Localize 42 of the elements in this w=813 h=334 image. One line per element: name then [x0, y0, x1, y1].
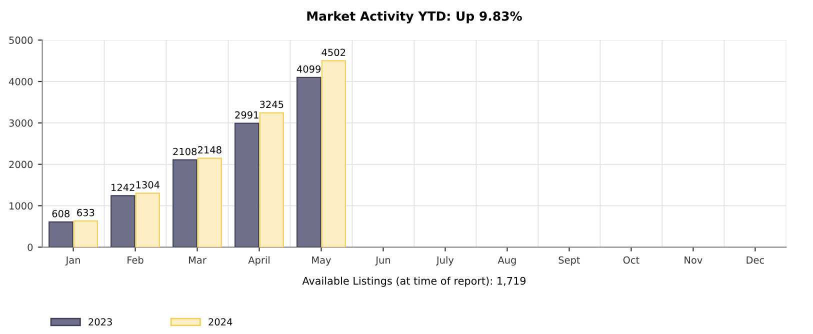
data-label: 2991 [235, 111, 258, 119]
bar [172, 159, 198, 248]
legend-label: 2024 [208, 318, 232, 326]
data-label: 608 [52, 210, 70, 218]
bar [296, 76, 322, 248]
chart-title: Market Activity YTD: Up 9.83% [307, 11, 522, 24]
x-axis-title: Available Listings (at time of report): 1,719 [302, 276, 526, 287]
data-label: 3245 [260, 100, 284, 108]
data-label: 633 [77, 208, 94, 216]
data-label: 1242 [112, 184, 134, 191]
bar [321, 60, 346, 248]
data-label: 4502 [322, 48, 346, 56]
x-tick-label: May [312, 256, 331, 266]
x-tick-label: Mar [189, 256, 206, 264]
x-tick-label: April [248, 256, 270, 266]
bar [73, 220, 98, 248]
bar [197, 158, 222, 248]
x-tick-label: Aug [498, 256, 516, 266]
bar [135, 192, 160, 248]
x-tick-label: Oct [623, 256, 640, 264]
x-tick-label: Nov [684, 256, 702, 264]
legend-label: 2023 [88, 318, 112, 326]
y-tick-label: 5000 [9, 36, 33, 44]
x-tick-label: Feb [128, 256, 144, 264]
data-label: 2108 [173, 148, 197, 156]
data-label: 1304 [136, 181, 160, 188]
y-tick-label: 0 [28, 244, 33, 251]
y-tick-label: 1000 [10, 202, 33, 210]
bar [48, 221, 74, 248]
x-tick-label: Dec [746, 256, 764, 264]
y-tick-label: 4000 [8, 78, 33, 86]
data-label: 4099 [296, 65, 321, 73]
bar [110, 195, 136, 248]
bar [259, 112, 284, 248]
y-tick-label: 2000 [9, 160, 33, 168]
y-tick-label: 3000 [9, 119, 33, 127]
x-tick-label: July [436, 256, 454, 266]
x-tick-label: Sept [558, 256, 580, 266]
bar [234, 122, 260, 248]
x-tick-label: Jun [375, 256, 390, 266]
data-label: 2148 [198, 146, 222, 154]
x-tick-label: Jan [65, 256, 80, 266]
